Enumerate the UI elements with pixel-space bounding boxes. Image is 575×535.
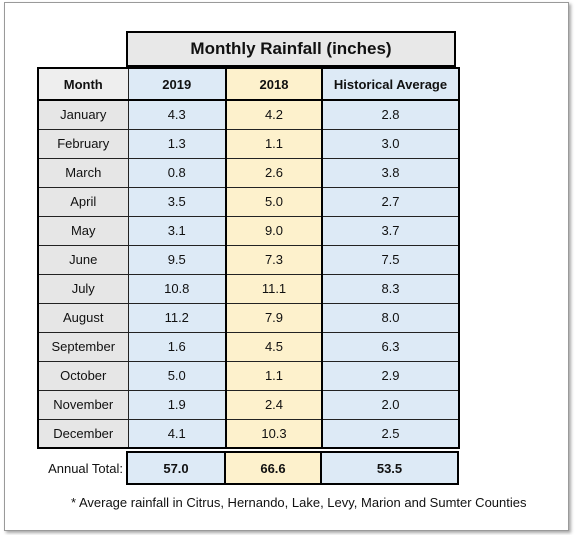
month-cell: October [37, 360, 129, 391]
table-row: February 1.3 1.1 3.0 [37, 128, 460, 159]
historical-cell: 7.5 [321, 244, 460, 275]
table-row: September 1.6 4.5 6.3 [37, 331, 460, 362]
value-2018-cell: 2.4 [225, 389, 323, 420]
rainfall-table: Month 2019 2018 Historical Average Janua… [37, 67, 460, 449]
footnote: * Average rainfall in Citrus, Hernando, … [71, 495, 527, 510]
value-2018-cell: 7.3 [225, 244, 323, 275]
month-cell: May [37, 215, 129, 246]
value-2019-cell: 4.1 [127, 418, 227, 449]
value-2018-cell: 10.3 [225, 418, 323, 449]
table-row: August 11.2 7.9 8.0 [37, 302, 460, 333]
historical-cell: 2.5 [321, 418, 460, 449]
month-cell: January [37, 99, 129, 130]
historical-cell: 3.0 [321, 128, 460, 159]
historical-cell: 2.0 [321, 389, 460, 420]
value-2018-cell: 4.2 [225, 99, 323, 130]
table-row: January 4.3 4.2 2.8 [37, 99, 460, 130]
table-row: April 3.5 5.0 2.7 [37, 186, 460, 217]
value-2018-cell: 9.0 [225, 215, 323, 246]
historical-cell: 2.8 [321, 99, 460, 130]
value-2018-cell: 5.0 [225, 186, 323, 217]
historical-cell: 6.3 [321, 331, 460, 362]
table-row: March 0.8 2.6 3.8 [37, 157, 460, 188]
value-2018-cell: 11.1 [225, 273, 323, 304]
month-cell: December [37, 418, 129, 449]
month-cell: March [37, 157, 129, 188]
historical-cell: 2.7 [321, 186, 460, 217]
header-historical-average: Historical Average [321, 67, 460, 101]
month-cell: September [37, 331, 129, 362]
value-2018-cell: 7.9 [225, 302, 323, 333]
historical-cell: 3.7 [321, 215, 460, 246]
total-2019: 57.0 [126, 451, 226, 485]
table-title: Monthly Rainfall (inches) [126, 31, 456, 67]
month-cell: August [37, 302, 129, 333]
month-cell: November [37, 389, 129, 420]
month-cell: June [37, 244, 129, 275]
value-2019-cell: 10.8 [127, 273, 227, 304]
totals-table: Annual Total: 57.0 66.6 53.5 [37, 451, 459, 485]
value-2019-cell: 3.5 [127, 186, 227, 217]
value-2019-cell: 1.9 [127, 389, 227, 420]
month-cell: April [37, 186, 129, 217]
header-row: Month 2019 2018 Historical Average [37, 67, 460, 101]
value-2019-cell: 0.8 [127, 157, 227, 188]
month-cell: February [37, 128, 129, 159]
totals-row: Annual Total: 57.0 66.6 53.5 [37, 451, 459, 485]
value-2019-cell: 1.3 [127, 128, 227, 159]
value-2019-cell: 5.0 [127, 360, 227, 391]
total-historical: 53.5 [320, 451, 459, 485]
table-row: December 4.1 10.3 2.5 [37, 418, 460, 449]
value-2019-cell: 11.2 [127, 302, 227, 333]
value-2019-cell: 1.6 [127, 331, 227, 362]
value-2019-cell: 4.3 [127, 99, 227, 130]
value-2019-cell: 3.1 [127, 215, 227, 246]
header-month: Month [37, 67, 129, 101]
table-row: May 3.1 9.0 3.7 [37, 215, 460, 246]
value-2018-cell: 4.5 [225, 331, 323, 362]
value-2018-cell: 1.1 [225, 360, 323, 391]
annual-total-label: Annual Total: [37, 452, 127, 484]
table-row: October 5.0 1.1 2.9 [37, 360, 460, 391]
historical-cell: 3.8 [321, 157, 460, 188]
table-row: November 1.9 2.4 2.0 [37, 389, 460, 420]
historical-cell: 2.9 [321, 360, 460, 391]
table-body: January 4.3 4.2 2.8 February 1.3 1.1 3.0 March 0.… [37, 99, 460, 449]
header-2018: 2018 [225, 67, 323, 101]
table-title-text: Monthly Rainfall (inches) [190, 39, 392, 58]
header-2019: 2019 [127, 67, 227, 101]
historical-cell: 8.3 [321, 273, 460, 304]
month-cell: July [37, 273, 129, 304]
value-2018-cell: 2.6 [225, 157, 323, 188]
table-row: June 9.5 7.3 7.5 [37, 244, 460, 275]
table-row: July 10.8 11.1 8.3 [37, 273, 460, 304]
historical-cell: 8.0 [321, 302, 460, 333]
value-2018-cell: 1.1 [225, 128, 323, 159]
total-2018: 66.6 [224, 451, 322, 485]
value-2019-cell: 9.5 [127, 244, 227, 275]
